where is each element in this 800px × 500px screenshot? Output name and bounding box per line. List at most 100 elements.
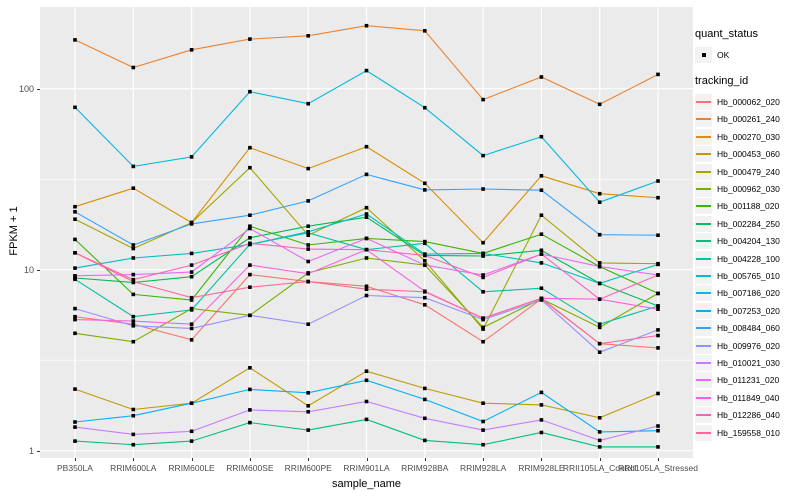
data-point[interactable]	[539, 286, 544, 290]
data-point[interactable]	[539, 213, 544, 217]
data-point[interactable]	[364, 23, 369, 28]
data-point[interactable]	[248, 145, 252, 150]
data-point[interactable]	[539, 252, 544, 256]
legend-entry-Hb_005765_010[interactable]: Hb_005765_010	[695, 267, 799, 284]
legend-entry-Hb_000962_030[interactable]: Hb_000962_030	[695, 180, 799, 198]
data-point[interactable]	[539, 296, 544, 301]
data-point[interactable]	[423, 303, 427, 307]
data-point[interactable]	[481, 339, 485, 344]
data-point[interactable]	[73, 277, 77, 282]
data-point[interactable]	[248, 226, 252, 231]
data-point[interactable]	[131, 279, 136, 284]
legend-entry-Hb_007186_020[interactable]: Hb_007186_020	[695, 285, 799, 302]
data-point[interactable]	[248, 387, 252, 392]
data-point[interactable]	[189, 439, 194, 443]
data-point[interactable]	[656, 328, 660, 332]
legend-entry-Hb_000479_240[interactable]: Hb_000479_240	[695, 163, 799, 180]
data-point[interactable]	[656, 262, 660, 267]
data-point[interactable]	[306, 259, 310, 264]
data-point[interactable]	[364, 293, 369, 298]
data-point[interactable]	[248, 408, 252, 412]
data-point[interactable]	[481, 254, 485, 258]
data-point[interactable]	[189, 308, 194, 312]
data-point[interactable]	[306, 322, 310, 326]
data-point[interactable]	[306, 428, 310, 432]
data-point[interactable]	[423, 241, 427, 246]
data-point[interactable]	[481, 187, 485, 191]
data-point[interactable]	[248, 272, 252, 277]
legend-entry-Hb_012286_040[interactable]: Hb_012286_040	[695, 406, 799, 424]
data-point[interactable]	[597, 281, 602, 286]
data-point[interactable]	[539, 403, 544, 407]
data-point[interactable]	[189, 429, 194, 434]
data-point[interactable]	[248, 213, 252, 217]
data-point[interactable]	[597, 341, 602, 346]
data-point[interactable]	[73, 306, 77, 311]
legend-entry-Hb_002284_250[interactable]: Hb_002284_250	[695, 215, 799, 232]
data-point[interactable]	[248, 285, 252, 289]
data-point[interactable]	[73, 331, 77, 336]
data-point[interactable]	[539, 248, 544, 253]
data-point[interactable]	[73, 317, 77, 322]
legend-entry-ok[interactable]: OK	[695, 46, 799, 63]
data-point[interactable]	[73, 439, 77, 443]
data-point[interactable]	[189, 48, 194, 52]
data-point[interactable]	[481, 428, 485, 432]
data-point[interactable]	[131, 277, 136, 282]
legend-entry-Hb_000453_060[interactable]: Hb_000453_060	[695, 146, 799, 163]
data-point[interactable]	[597, 261, 602, 265]
data-point[interactable]	[73, 38, 77, 42]
data-point[interactable]	[189, 338, 194, 342]
data-point[interactable]	[364, 284, 369, 289]
legend-entry-Hb_011849_040[interactable]: Hb_011849_040	[695, 389, 799, 406]
data-point[interactable]	[189, 326, 194, 331]
data-point[interactable]	[248, 165, 252, 170]
data-point[interactable]	[73, 210, 77, 214]
data-point[interactable]	[131, 65, 136, 70]
data-point[interactable]	[73, 217, 77, 221]
data-point[interactable]	[248, 241, 252, 246]
data-point[interactable]	[306, 243, 310, 247]
data-point[interactable]	[364, 236, 369, 241]
data-point[interactable]	[423, 253, 427, 258]
data-point[interactable]	[306, 230, 310, 234]
data-point[interactable]	[189, 295, 194, 300]
data-point[interactable]	[597, 445, 602, 449]
data-point[interactable]	[306, 391, 310, 395]
data-point[interactable]	[423, 397, 427, 402]
legend-entry-Hb_000270_030[interactable]: Hb_000270_030	[695, 128, 799, 145]
data-point[interactable]	[597, 438, 602, 443]
legend-entry-Hb_011231_020[interactable]: Hb_011231_020	[695, 372, 799, 389]
data-point[interactable]	[131, 186, 136, 190]
data-point[interactable]	[656, 428, 660, 433]
data-point[interactable]	[656, 424, 660, 428]
data-point[interactable]	[248, 89, 252, 94]
data-point[interactable]	[423, 181, 427, 186]
data-point[interactable]	[306, 101, 310, 106]
data-point[interactable]	[597, 200, 602, 204]
data-point[interactable]	[131, 442, 136, 447]
data-point[interactable]	[73, 425, 77, 429]
data-point[interactable]	[364, 215, 369, 219]
data-point[interactable]	[73, 420, 77, 424]
data-point[interactable]	[189, 298, 194, 302]
data-point[interactable]	[423, 263, 427, 267]
data-point[interactable]	[306, 279, 310, 284]
data-point[interactable]	[131, 292, 136, 297]
data-point[interactable]	[597, 322, 602, 326]
data-point[interactable]	[364, 247, 369, 252]
data-point[interactable]	[656, 445, 660, 449]
data-point[interactable]	[131, 246, 136, 251]
data-point[interactable]	[131, 319, 136, 323]
data-point[interactable]	[73, 266, 77, 270]
data-point[interactable]	[189, 155, 194, 159]
data-point[interactable]	[131, 256, 136, 260]
data-point[interactable]	[73, 274, 77, 278]
data-point[interactable]	[423, 416, 427, 421]
data-point[interactable]	[597, 430, 602, 434]
legend-entry-Hb_004228_100[interactable]: Hb_004228_100	[695, 250, 799, 267]
data-point[interactable]	[131, 272, 136, 277]
data-point[interactable]	[481, 290, 485, 294]
data-point[interactable]	[364, 144, 369, 149]
data-point[interactable]	[539, 430, 544, 435]
